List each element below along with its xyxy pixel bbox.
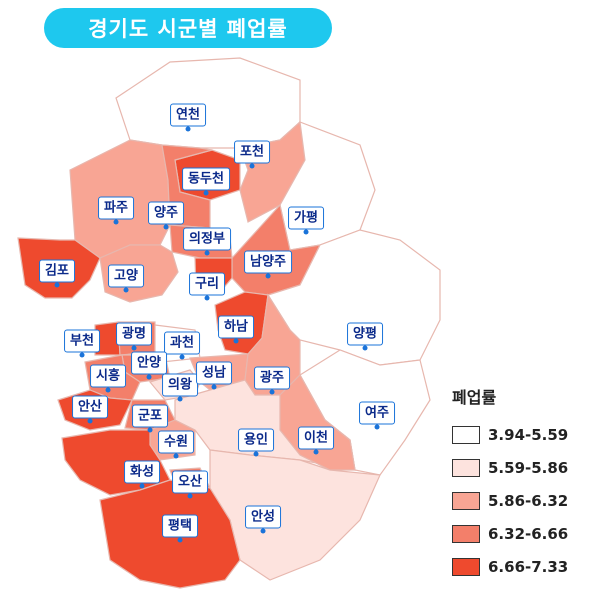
map-title: 경기도 시군별 폐업률 (44, 8, 332, 48)
region-label-성남: 성남 (196, 361, 232, 385)
region-label-포천: 포천 (234, 140, 270, 164)
region-label-하남: 하남 (218, 315, 254, 339)
region-label-양주: 양주 (148, 201, 184, 225)
region-label-동두천: 동두천 (182, 167, 230, 191)
legend-item: 5.86-6.32 (452, 484, 592, 517)
region-label-파주: 파주 (98, 196, 134, 220)
region-label-안성: 안성 (245, 505, 281, 529)
legend-range: 5.59-5.86 (488, 458, 569, 477)
legend-item: 6.66-7.33 (452, 550, 592, 583)
region-label-의왕: 의왕 (162, 373, 198, 397)
region-label-여주: 여주 (359, 401, 395, 425)
region-label-가평: 가평 (288, 206, 324, 230)
legend-rows: 3.94-5.59 5.59-5.86 5.86-6.32 6.32-6.66 6.66… (452, 418, 592, 583)
legend-swatch (452, 491, 480, 510)
region-label-광명: 광명 (116, 322, 152, 346)
region-label-의정부: 의정부 (183, 227, 231, 251)
region-label-광주: 광주 (254, 366, 290, 390)
legend-swatch (452, 557, 480, 576)
legend-swatch (452, 425, 480, 444)
region-label-구리: 구리 (189, 272, 225, 296)
region-label-오산: 오산 (172, 470, 208, 494)
legend-range: 3.94-5.59 (488, 425, 569, 444)
region-label-연천: 연천 (170, 103, 206, 127)
region-label-안산: 안산 (72, 395, 108, 419)
legend-range: 6.66-7.33 (488, 557, 569, 576)
region-label-이천: 이천 (298, 426, 334, 450)
region-label-고양: 고양 (108, 264, 144, 288)
region-label-평택: 평택 (162, 514, 198, 538)
region-label-안양: 안양 (131, 351, 167, 375)
legend-item: 5.59-5.86 (452, 451, 592, 484)
region-label-과천: 과천 (164, 331, 200, 355)
legend-swatch (452, 524, 480, 543)
region-label-시흥: 시흥 (90, 364, 126, 388)
legend-item: 3.94-5.59 (452, 418, 592, 451)
region-label-양평: 양평 (347, 322, 383, 346)
region-연천 (115, 57, 301, 149)
region-label-화성: 화성 (124, 460, 160, 484)
legend-range: 5.86-6.32 (488, 491, 569, 510)
region-label-부천: 부천 (64, 329, 100, 353)
region-label-남양주: 남양주 (244, 250, 292, 274)
legend-range: 6.32-6.66 (488, 524, 569, 543)
legend-item: 6.32-6.66 (452, 517, 592, 550)
region-label-군포: 군포 (132, 404, 168, 428)
region-label-용인: 용인 (238, 428, 274, 452)
region-label-수원: 수원 (158, 430, 194, 454)
legend: 폐업률 3.94-5.59 5.59-5.86 5.86-6.32 6.32-6.66… (452, 384, 592, 583)
legend-swatch (452, 458, 480, 477)
legend-title: 폐업률 (452, 388, 497, 407)
region-label-김포: 김포 (39, 259, 75, 283)
